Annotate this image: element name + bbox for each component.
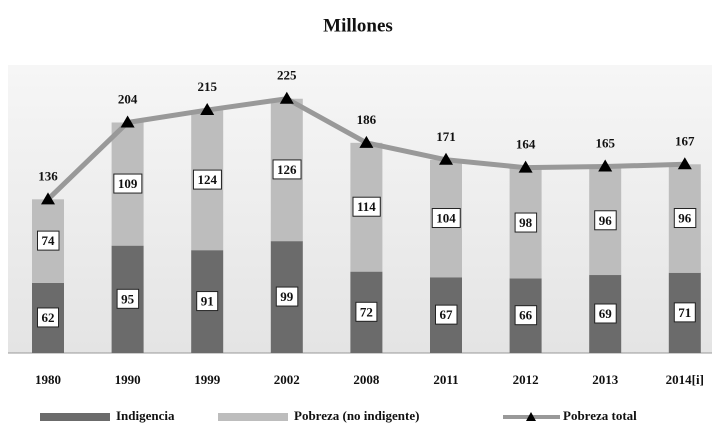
value-label-box [673,208,697,229]
chart-title: Millones [323,15,393,36]
value-label-box [514,305,538,326]
x-tick-label: 2008 [353,372,380,387]
value-label: 62 [42,310,55,325]
x-tick-label: 1999 [194,372,221,387]
x-tick-label: 1990 [115,372,141,387]
value-label: 109 [118,176,138,191]
value-label: 74 [42,233,56,248]
x-tick-label: 2013 [592,372,619,387]
value-label: 126 [277,162,297,177]
value-label: 104 [436,211,456,226]
value-label-box [673,302,696,323]
total-label: 164 [516,137,536,152]
total-marker [677,157,692,170]
value-label-box [352,196,381,217]
value-label-box [192,169,222,190]
value-label-box [37,307,59,328]
value-label-box [355,301,378,322]
value-label-box [113,173,143,194]
value-label-box [196,291,219,312]
value-label-box [275,286,299,307]
value-label: 72 [360,304,373,319]
legend-label: Indigencia [116,408,175,423]
x-tick-label: 2012 [513,372,539,387]
total-marker [439,152,453,165]
value-label-box [116,288,140,309]
total-marker [598,159,613,172]
value-label: 114 [357,199,376,214]
total-label: 165 [595,136,615,151]
legend-swatch [218,413,288,421]
value-label-box [435,304,458,325]
legend-swatch [40,413,110,421]
total-marker [518,160,533,173]
total-marker [279,91,294,104]
total-marker [41,192,55,205]
legend-label: Pobreza total [563,408,637,423]
value-label-box [594,303,617,324]
total-label: 204 [118,91,138,106]
value-label-box [37,230,60,251]
value-label-box [514,212,538,233]
value-label-box [431,208,461,229]
value-label: 95 [121,291,135,306]
value-label: 96 [599,213,613,228]
value-label: 96 [678,211,692,226]
legend-label: Pobreza (no indigente) [294,408,419,423]
total-marker [359,135,374,148]
x-tick-label: 1980 [35,372,61,387]
value-label: 91 [201,294,214,309]
total-marker [200,103,215,116]
x-tick-label: 2014[i] [666,372,704,387]
total-marker [120,115,135,128]
value-label: 124 [197,172,217,187]
total-label: 171 [436,129,456,144]
total-label: 186 [357,112,377,127]
value-label: 99 [280,289,294,304]
value-label: 69 [599,306,613,321]
value-label: 67 [440,307,454,322]
total-label: 225 [277,68,297,83]
value-label: 71 [678,305,691,320]
total-label: 215 [197,79,217,94]
legend-marker [526,412,536,421]
value-label-box [272,159,302,180]
total-label: 167 [675,133,695,148]
value-label-box [594,210,617,231]
total-label: 136 [38,168,58,183]
x-tick-label: 2002 [274,372,300,387]
value-label: 98 [519,215,533,230]
value-label: 66 [519,308,533,323]
x-tick-label: 2011 [433,372,458,387]
